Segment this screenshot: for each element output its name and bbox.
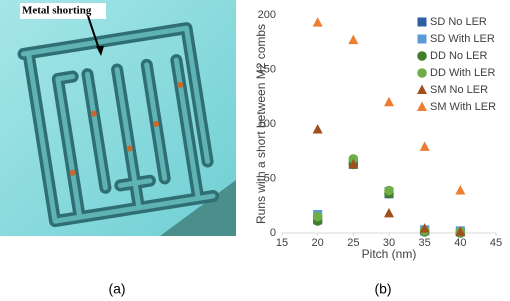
caption: (b) (374, 281, 391, 297)
comb-structure (17, 22, 220, 228)
x-tick-label: 30 (383, 237, 395, 249)
legend-label: SM No LER (430, 84, 488, 96)
point (348, 34, 359, 45)
arrow-head (96, 46, 104, 56)
point (384, 207, 394, 218)
microscope-image: Metal shorting (a) (0, 0, 236, 297)
y-tick-label: 200 (258, 9, 276, 21)
point (312, 211, 323, 222)
x-axis-label: Pitch (nm) (362, 247, 417, 261)
legend-marker (417, 17, 427, 27)
x-tick-label: 25 (347, 237, 359, 249)
y-tick-label: 150 (258, 63, 276, 75)
legend-marker (417, 34, 427, 44)
x-tick-label: 40 (454, 237, 466, 249)
point (384, 185, 394, 196)
legend-marker (417, 101, 427, 111)
chart: (b) Pitch (nm) Runs with a short between… (254, 9, 502, 297)
point (455, 184, 466, 195)
caption: (a) (108, 281, 125, 297)
point (348, 158, 359, 169)
legend-marker (417, 51, 427, 61)
y-tick-label: 0 (270, 227, 276, 239)
y-tick-label: 50 (264, 172, 276, 184)
point (384, 96, 394, 107)
x-tick-label: 20 (312, 237, 324, 249)
legend-label: SD No LER (430, 16, 487, 28)
annotation: Metal shorting (22, 5, 92, 17)
y-axis-label: Runs with a short between M2 combs (254, 24, 268, 224)
point (312, 17, 323, 27)
legend-marker (417, 68, 427, 78)
x-tick-label: 15 (276, 237, 288, 249)
point (419, 141, 430, 151)
point (419, 223, 430, 233)
x-tick-label: 45 (490, 237, 502, 249)
point (312, 123, 323, 134)
x-tick-label: 35 (419, 237, 431, 249)
legend-label: DD No LER (430, 50, 488, 62)
legend-label: DD With LER (430, 67, 495, 79)
legend-label: SD With LER (430, 33, 495, 45)
legend-marker (417, 84, 427, 94)
point (455, 226, 466, 236)
y-tick-label: 100 (258, 118, 276, 130)
legend-label: SM With LER (430, 101, 496, 113)
annotation-box (20, 3, 106, 19)
